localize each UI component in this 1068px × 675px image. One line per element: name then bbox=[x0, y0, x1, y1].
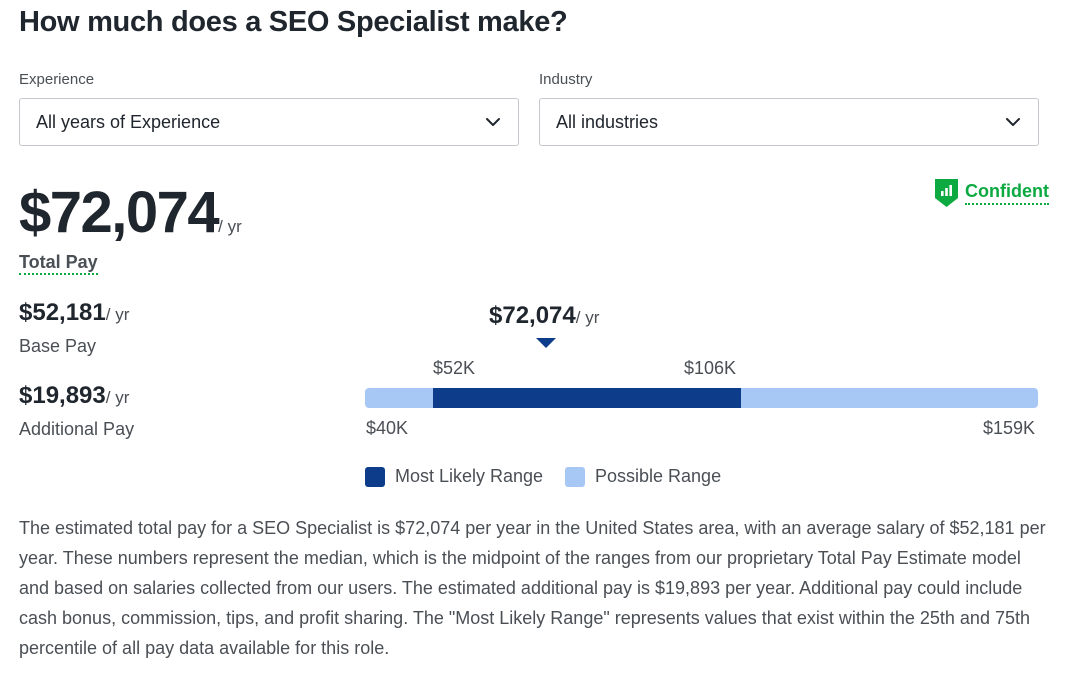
base-pay-amount: $52,181/ yr bbox=[19, 299, 129, 327]
additional-pay-amount: $19,893/ yr bbox=[19, 382, 129, 410]
base-pay-label: Base Pay bbox=[19, 336, 97, 356]
pay-description: The estimated total pay for a SEO Specia… bbox=[19, 518, 1046, 658]
total-pay-value: $72,074 bbox=[19, 180, 220, 245]
experience-select[interactable]: All years of Experience bbox=[19, 98, 519, 146]
possible-low-label: $40K bbox=[366, 418, 409, 438]
industry-select[interactable]: All industries bbox=[539, 98, 1039, 146]
additional-pay-value: $19,893 bbox=[19, 382, 106, 409]
industry-label: Industry bbox=[539, 71, 593, 88]
experience-label: Experience bbox=[19, 71, 95, 88]
median-unit: / yr bbox=[575, 308, 600, 327]
legend-most-likely-label: Most Likely Range bbox=[395, 466, 544, 486]
chevron-down-icon bbox=[486, 118, 500, 126]
median-marker-icon bbox=[536, 338, 556, 348]
additional-pay-label: Additional Pay bbox=[19, 419, 135, 439]
likely-high-label: $106K bbox=[684, 358, 737, 378]
total-pay-label-text: Total Pay bbox=[19, 252, 98, 275]
median-value: $72,074 bbox=[489, 302, 576, 329]
median-label: $72,074/ yr bbox=[489, 302, 599, 330]
possible-high-label: $159K bbox=[983, 418, 1036, 438]
base-pay-value: $52,181 bbox=[19, 299, 106, 326]
chevron-down-icon bbox=[1006, 118, 1020, 126]
confidence-badge[interactable]: Confident bbox=[934, 178, 1049, 208]
legend-possible-label: Possible Range bbox=[595, 466, 722, 486]
industry-value: All industries bbox=[556, 111, 659, 132]
total-pay-amount: $72,074/ yr bbox=[19, 179, 242, 246]
experience-value: All years of Experience bbox=[36, 111, 221, 132]
total-pay-label[interactable]: Total Pay bbox=[19, 252, 98, 275]
most-likely-range-bar bbox=[433, 388, 741, 408]
additional-pay-unit: / yr bbox=[105, 388, 130, 407]
likely-low-label: $52K bbox=[433, 358, 476, 378]
most-likely-swatch bbox=[365, 466, 385, 487]
legend-possible: Possible Range bbox=[565, 466, 721, 487]
base-pay-unit: / yr bbox=[105, 305, 130, 324]
page-title: How much does a SEO Specialist make? bbox=[19, 6, 568, 38]
shield-chart-icon bbox=[935, 179, 958, 207]
confidence-label: Confident bbox=[965, 181, 1049, 205]
legend-most-likely: Most Likely Range bbox=[365, 466, 543, 487]
total-pay-unit: / yr bbox=[218, 217, 242, 236]
possible-swatch bbox=[565, 466, 585, 487]
